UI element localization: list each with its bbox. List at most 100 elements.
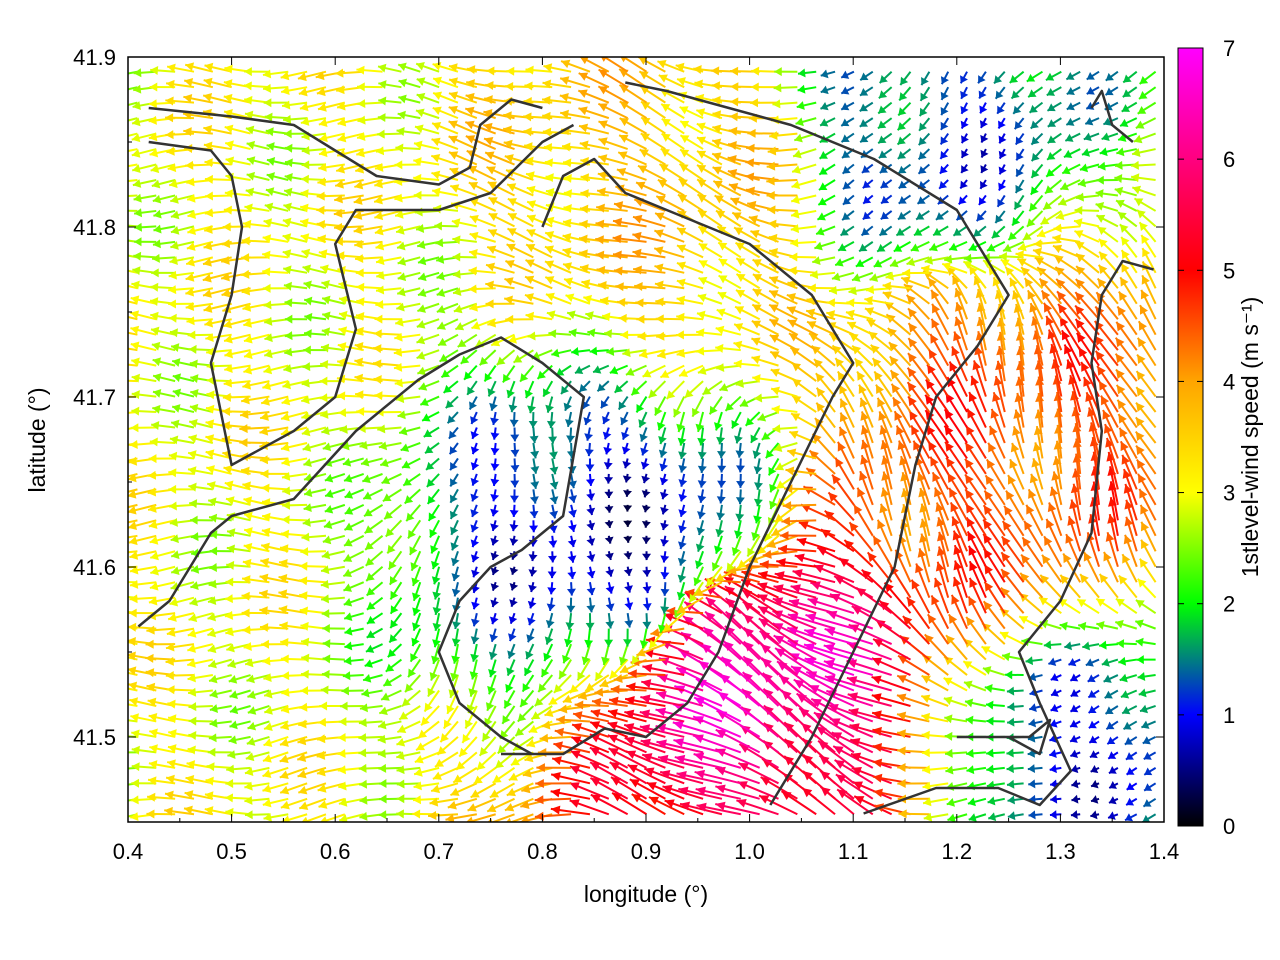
- wind-vector: [704, 610, 742, 645]
- wind-vector: [1028, 810, 1043, 820]
- wind-vector: [959, 71, 968, 84]
- colorbar-tick-label: 0: [1223, 814, 1235, 839]
- wind-vector: [673, 396, 686, 418]
- wind-vector: [763, 704, 799, 738]
- wind-vector: [432, 597, 442, 616]
- wind-vector: [716, 427, 726, 445]
- wind-vector: [379, 457, 402, 468]
- wind-vector: [900, 276, 930, 290]
- wind-vector: [354, 179, 383, 190]
- wind-vector: [1068, 657, 1081, 667]
- wind-vector: [150, 282, 176, 292]
- wind-vector: [936, 546, 950, 583]
- wind-vector: [964, 488, 987, 521]
- colorbar-title: 1stlevel-wind speed (m s⁻¹): [1237, 297, 1263, 578]
- x-tick-label: 1.0: [734, 839, 765, 864]
- wind-vector: [605, 551, 614, 561]
- wind-vector: [623, 628, 633, 647]
- wind-vector: [731, 211, 761, 228]
- wind-vector: [860, 425, 874, 459]
- wind-vector: [407, 658, 422, 678]
- wind-vector: [832, 745, 874, 769]
- wind-vector: [343, 596, 365, 607]
- wind-vector: [981, 645, 1006, 661]
- wind-vector: [589, 761, 629, 785]
- wind-vector: [452, 612, 461, 630]
- wind-vector: [1104, 86, 1119, 96]
- wind-vector: [387, 643, 403, 658]
- wind-vector: [1140, 289, 1157, 320]
- wind-vector: [300, 547, 327, 557]
- wind-vector: [1131, 148, 1156, 157]
- wind-vector: [837, 441, 855, 475]
- wind-vector: [131, 406, 157, 416]
- wind-vector: [298, 797, 327, 810]
- wind-vector: [1098, 380, 1119, 413]
- wind-vector: [1066, 86, 1081, 96]
- wind-vector: [915, 563, 931, 599]
- wind-vector: [364, 535, 384, 551]
- wind-vector: [967, 595, 987, 630]
- wind-vector: [783, 721, 817, 754]
- wind-vector: [770, 368, 798, 383]
- wind-vector: [854, 357, 874, 382]
- wind-vector: [131, 762, 157, 772]
- wind-vector: [470, 782, 497, 799]
- wind-vector: [946, 376, 968, 413]
- wind-vector: [280, 654, 308, 664]
- wind-vector: [1000, 258, 1025, 274]
- wind-vector: [787, 612, 836, 630]
- wind-vector: [973, 275, 987, 305]
- wind-vector: [1098, 573, 1119, 599]
- wind-vector: [757, 582, 798, 599]
- wind-vector: [431, 566, 441, 585]
- wind-vector: [968, 545, 987, 583]
- wind-vector: [402, 473, 421, 487]
- wind-vector: [929, 456, 950, 490]
- wind-vector: [992, 276, 1006, 305]
- wind-vector: [246, 156, 270, 166]
- wind-vector: [1115, 321, 1138, 351]
- wind-vector: [624, 597, 634, 610]
- wind-vector: [202, 287, 232, 298]
- wind-vector: [946, 472, 968, 506]
- wind-vector: [968, 265, 987, 289]
- wind-vector: [438, 349, 459, 363]
- wind-vector: [282, 380, 308, 390]
- wind-vector: [682, 615, 723, 645]
- wind-vector: [431, 643, 441, 665]
- wind-vector: [1141, 720, 1156, 729]
- wind-vector: [324, 488, 346, 499]
- wind-vector: [1119, 223, 1138, 243]
- wind-vector: [365, 550, 384, 567]
- wind-vector: [607, 708, 647, 723]
- wind-vector: [930, 318, 950, 351]
- wind-vector: [378, 96, 402, 106]
- wind-vector: [1034, 256, 1062, 274]
- wind-vector: [779, 531, 817, 541]
- wind-vector: [372, 359, 402, 369]
- wind-vector: [264, 112, 289, 122]
- wind-vector: [417, 364, 440, 376]
- wind-vector: [883, 301, 912, 321]
- wind-vector: [805, 308, 836, 321]
- wind-vector: [791, 378, 817, 398]
- wind-vector: [1007, 811, 1024, 821]
- wind-vector: [490, 427, 500, 440]
- wind-vector: [695, 550, 705, 569]
- wind-vector: [625, 364, 647, 376]
- wind-vector: [393, 347, 421, 357]
- wind-vector: [436, 302, 459, 314]
- wind-vector: [318, 148, 346, 158]
- wind-vector: [1049, 486, 1063, 521]
- wind-vector: [362, 673, 383, 683]
- wind-vector: [1023, 520, 1044, 552]
- wind-vector: [432, 628, 441, 648]
- wind-vector: [908, 410, 931, 444]
- x-tick-label: 1.4: [1149, 839, 1180, 864]
- wind-vector: [610, 684, 647, 694]
- wind-vector: [1059, 621, 1081, 631]
- wind-vector: [944, 392, 968, 429]
- wind-vector: [839, 225, 855, 237]
- wind-vector: [678, 786, 723, 800]
